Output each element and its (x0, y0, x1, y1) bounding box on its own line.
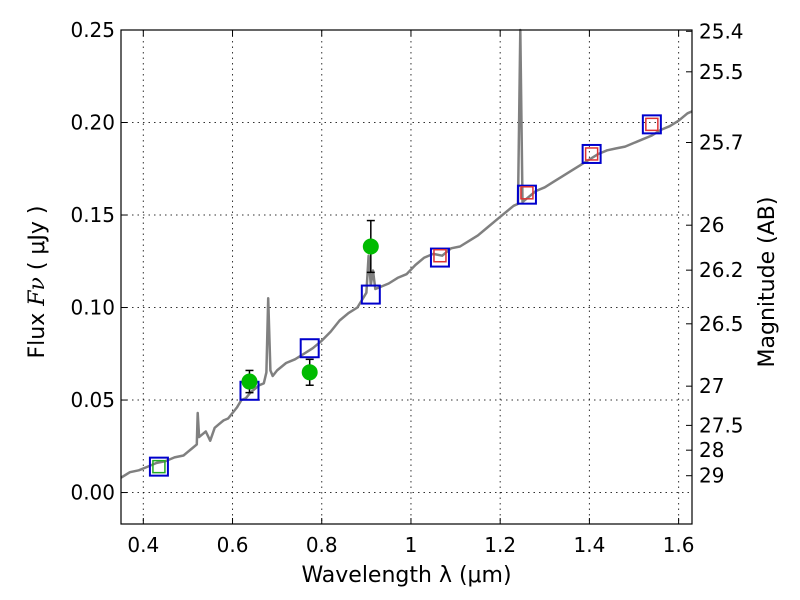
grid-lines (121, 29, 692, 524)
x-tick-label: 1.4 (573, 533, 605, 557)
y-tick-label: 0.05 (70, 388, 115, 412)
y-tick-label: 0.10 (70, 296, 115, 320)
observed-point (241, 373, 258, 390)
model-photometry-square (581, 143, 602, 164)
y-axis-label-right: Magnitude (AB) (755, 197, 780, 368)
x-axis-label: Wavelength λ (μm) (301, 563, 511, 588)
red-inner-square (645, 117, 659, 132)
model-photometry-square (360, 284, 381, 305)
y-axis-label-left: Flux Fν ( μJy ) (25, 205, 50, 358)
x-tick-label: 0.6 (217, 533, 249, 557)
magnitude-tick-label: 26.5 (699, 312, 744, 336)
y-tick-label: 0.15 (70, 203, 115, 227)
model-spectrum-line (120, 28, 693, 479)
observed-point (362, 238, 379, 255)
y-tick-label: 0.00 (70, 481, 115, 505)
x-tick-label: 0.4 (127, 533, 159, 557)
x-tick-label: 1.6 (663, 533, 695, 557)
magnitude-tick-label: 25.4 (699, 19, 744, 43)
model-photometry-square (429, 247, 450, 268)
plot-frame (120, 29, 693, 525)
red-inner-square (584, 147, 599, 161)
x-tick-label: 1.2 (484, 533, 516, 557)
magnitude-tick-label: 27 (699, 374, 724, 398)
observed-point (301, 364, 318, 381)
ticks: 0.4 0.6 0.8 1 1.2 1.4 1.6 0.00 0.05 0.10 0.15 0.20 0… (70, 18, 743, 557)
y-label-prefix: Flux (25, 306, 50, 359)
model-photometry-square (516, 184, 537, 205)
model-photometry-square (299, 338, 320, 359)
model-photometry-square (148, 456, 169, 477)
green-inner-square (152, 459, 166, 474)
magnitude-tick-label: 26 (699, 213, 724, 237)
x-tick-label: 1 (405, 533, 418, 557)
series-layer (120, 28, 693, 479)
x-tick-label: 0.8 (306, 533, 338, 557)
y-label-suffix: ( μJy ) (25, 205, 50, 277)
magnitude-tick-label: 29 (699, 464, 724, 488)
magnitude-tick-label: 28 (699, 438, 724, 462)
magnitude-tick-label: 27.5 (699, 413, 744, 437)
magnitude-tick-label: 25.7 (699, 130, 744, 154)
magnitude-tick-label: 26.2 (699, 258, 744, 282)
model-photometry-square (641, 114, 662, 135)
red-inner-square (433, 248, 447, 263)
y-label-math: Fν (25, 277, 50, 307)
red-inner-square (520, 186, 534, 200)
y-tick-label: 0.25 (70, 18, 115, 42)
y-tick-label: 0.20 (70, 111, 115, 135)
magnitude-tick-label: 25.5 (699, 60, 744, 84)
